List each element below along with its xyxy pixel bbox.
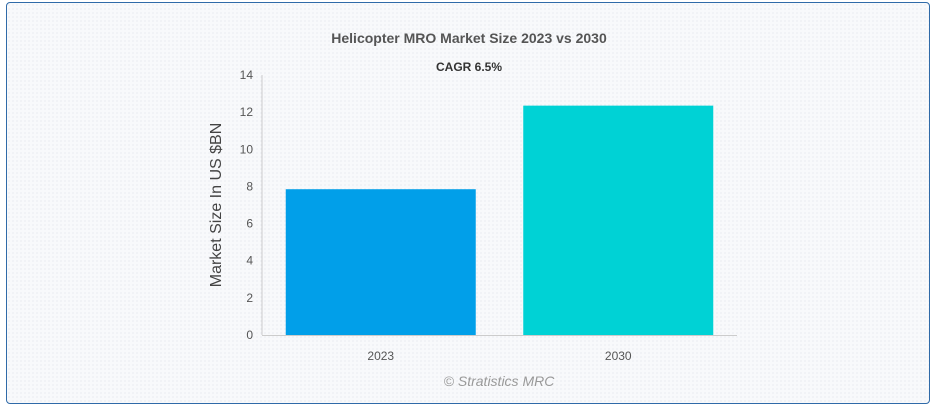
y-tick-label: 6 xyxy=(246,217,253,231)
bar-chart: Helicopter MRO Market Size 2023 vs 2030 … xyxy=(208,30,737,389)
y-tick-label: 12 xyxy=(240,105,254,119)
x-axis: 2023 2030 xyxy=(262,335,737,363)
bars xyxy=(285,105,714,336)
bar-2030 xyxy=(523,105,714,336)
y-tick-label: 10 xyxy=(240,142,254,156)
y-tick-label: 4 xyxy=(246,254,253,268)
x-tick-label: 2023 xyxy=(367,349,394,363)
x-tick-label: 2030 xyxy=(605,349,632,363)
y-tick-label: 8 xyxy=(246,179,253,193)
y-tick-label: 2 xyxy=(246,291,253,305)
chart-subtitle: CAGR 6.5% xyxy=(436,60,502,74)
chart-frame: Helicopter MRO Market Size 2023 vs 2030 … xyxy=(6,2,930,404)
y-tick-label: 14 xyxy=(240,68,254,82)
chart-title: Helicopter MRO Market Size 2023 vs 2030 xyxy=(331,30,607,46)
y-axis: 0 2 4 6 8 10 12 14 xyxy=(240,68,263,342)
y-axis-label: Market Size In US $BN xyxy=(208,123,225,288)
bar-2023 xyxy=(285,189,476,335)
y-tick-label: 0 xyxy=(246,328,253,342)
source-credit: © Stratistics MRC xyxy=(444,373,556,389)
